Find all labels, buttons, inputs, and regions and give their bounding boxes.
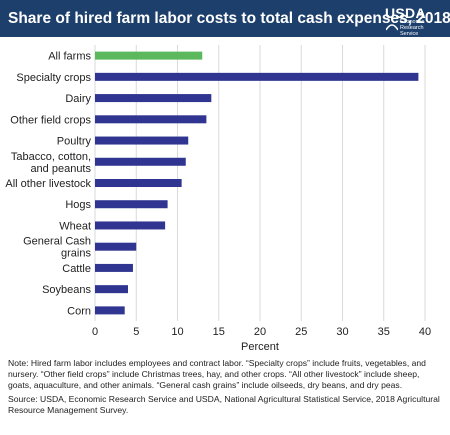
x-tick-label: 25 [295,326,307,338]
bar [95,306,125,315]
x-axis-label: Percent [241,341,279,353]
usda-logo-sub-3: Service [400,31,419,37]
bars [95,51,419,315]
x-tick-label: 40 [419,326,431,338]
category-label: Specialty crops [16,72,91,84]
category-label: Corn [67,305,91,317]
bar [95,200,168,209]
bar [95,94,212,103]
bar [95,157,186,166]
bar [95,136,189,145]
bar [95,221,166,230]
category-label: Tabacco, cotton, and peanuts [11,151,92,175]
bar [95,72,419,81]
x-tick-label: 0 [92,326,98,338]
category-label: Dairy [65,93,91,105]
chart-header: Share of hired farm labor costs to total… [0,0,450,37]
usda-logo: USDA Economic Research Service [385,5,447,37]
bar [95,263,133,272]
category-labels: All farms Specialty crops Dairy Other field… [5,51,91,318]
category-label: All farms [48,51,91,63]
category-label: Wheat [59,220,91,232]
category-label: Hogs [65,199,91,211]
bar [95,115,207,124]
chart-title: Share of hired farm labor costs to total… [8,10,450,27]
usda-logo-sub-1: Economic [400,19,425,25]
x-tick-label: 35 [378,326,390,338]
usda-logo-sub-2: Research [400,25,424,31]
category-label: Poultry [57,136,92,148]
category-label: General Cash grains [23,236,91,260]
category-label: All other livestock [5,178,91,190]
x-tick-label: 15 [213,326,225,338]
notes-block: Note: Hired farm labor includes employee… [8,358,444,419]
x-tick-label: 30 [336,326,348,338]
x-tick-label: 20 [254,326,266,338]
usda-logo-word: USDA [385,5,426,21]
bar [95,242,137,251]
category-label: Cattle [62,263,91,275]
note-text: Note: Hired farm labor includes employee… [8,358,426,390]
bar [95,179,182,187]
x-tick-labels: 0 5 10 15 20 25 30 35 40 [92,326,431,338]
category-label: Other field crops [10,114,91,126]
category-label: Soybeans [42,284,91,296]
x-tick-label: 10 [171,326,183,338]
x-tick-label: 5 [133,326,139,338]
bar [95,285,128,294]
usda-logo-arc-icon [386,24,398,31]
bar [95,51,203,60]
source-text: Source: USDA, Economic Research Service … [8,394,440,415]
bar-chart: All farms Specialty crops Dairy Other field… [5,45,431,353]
